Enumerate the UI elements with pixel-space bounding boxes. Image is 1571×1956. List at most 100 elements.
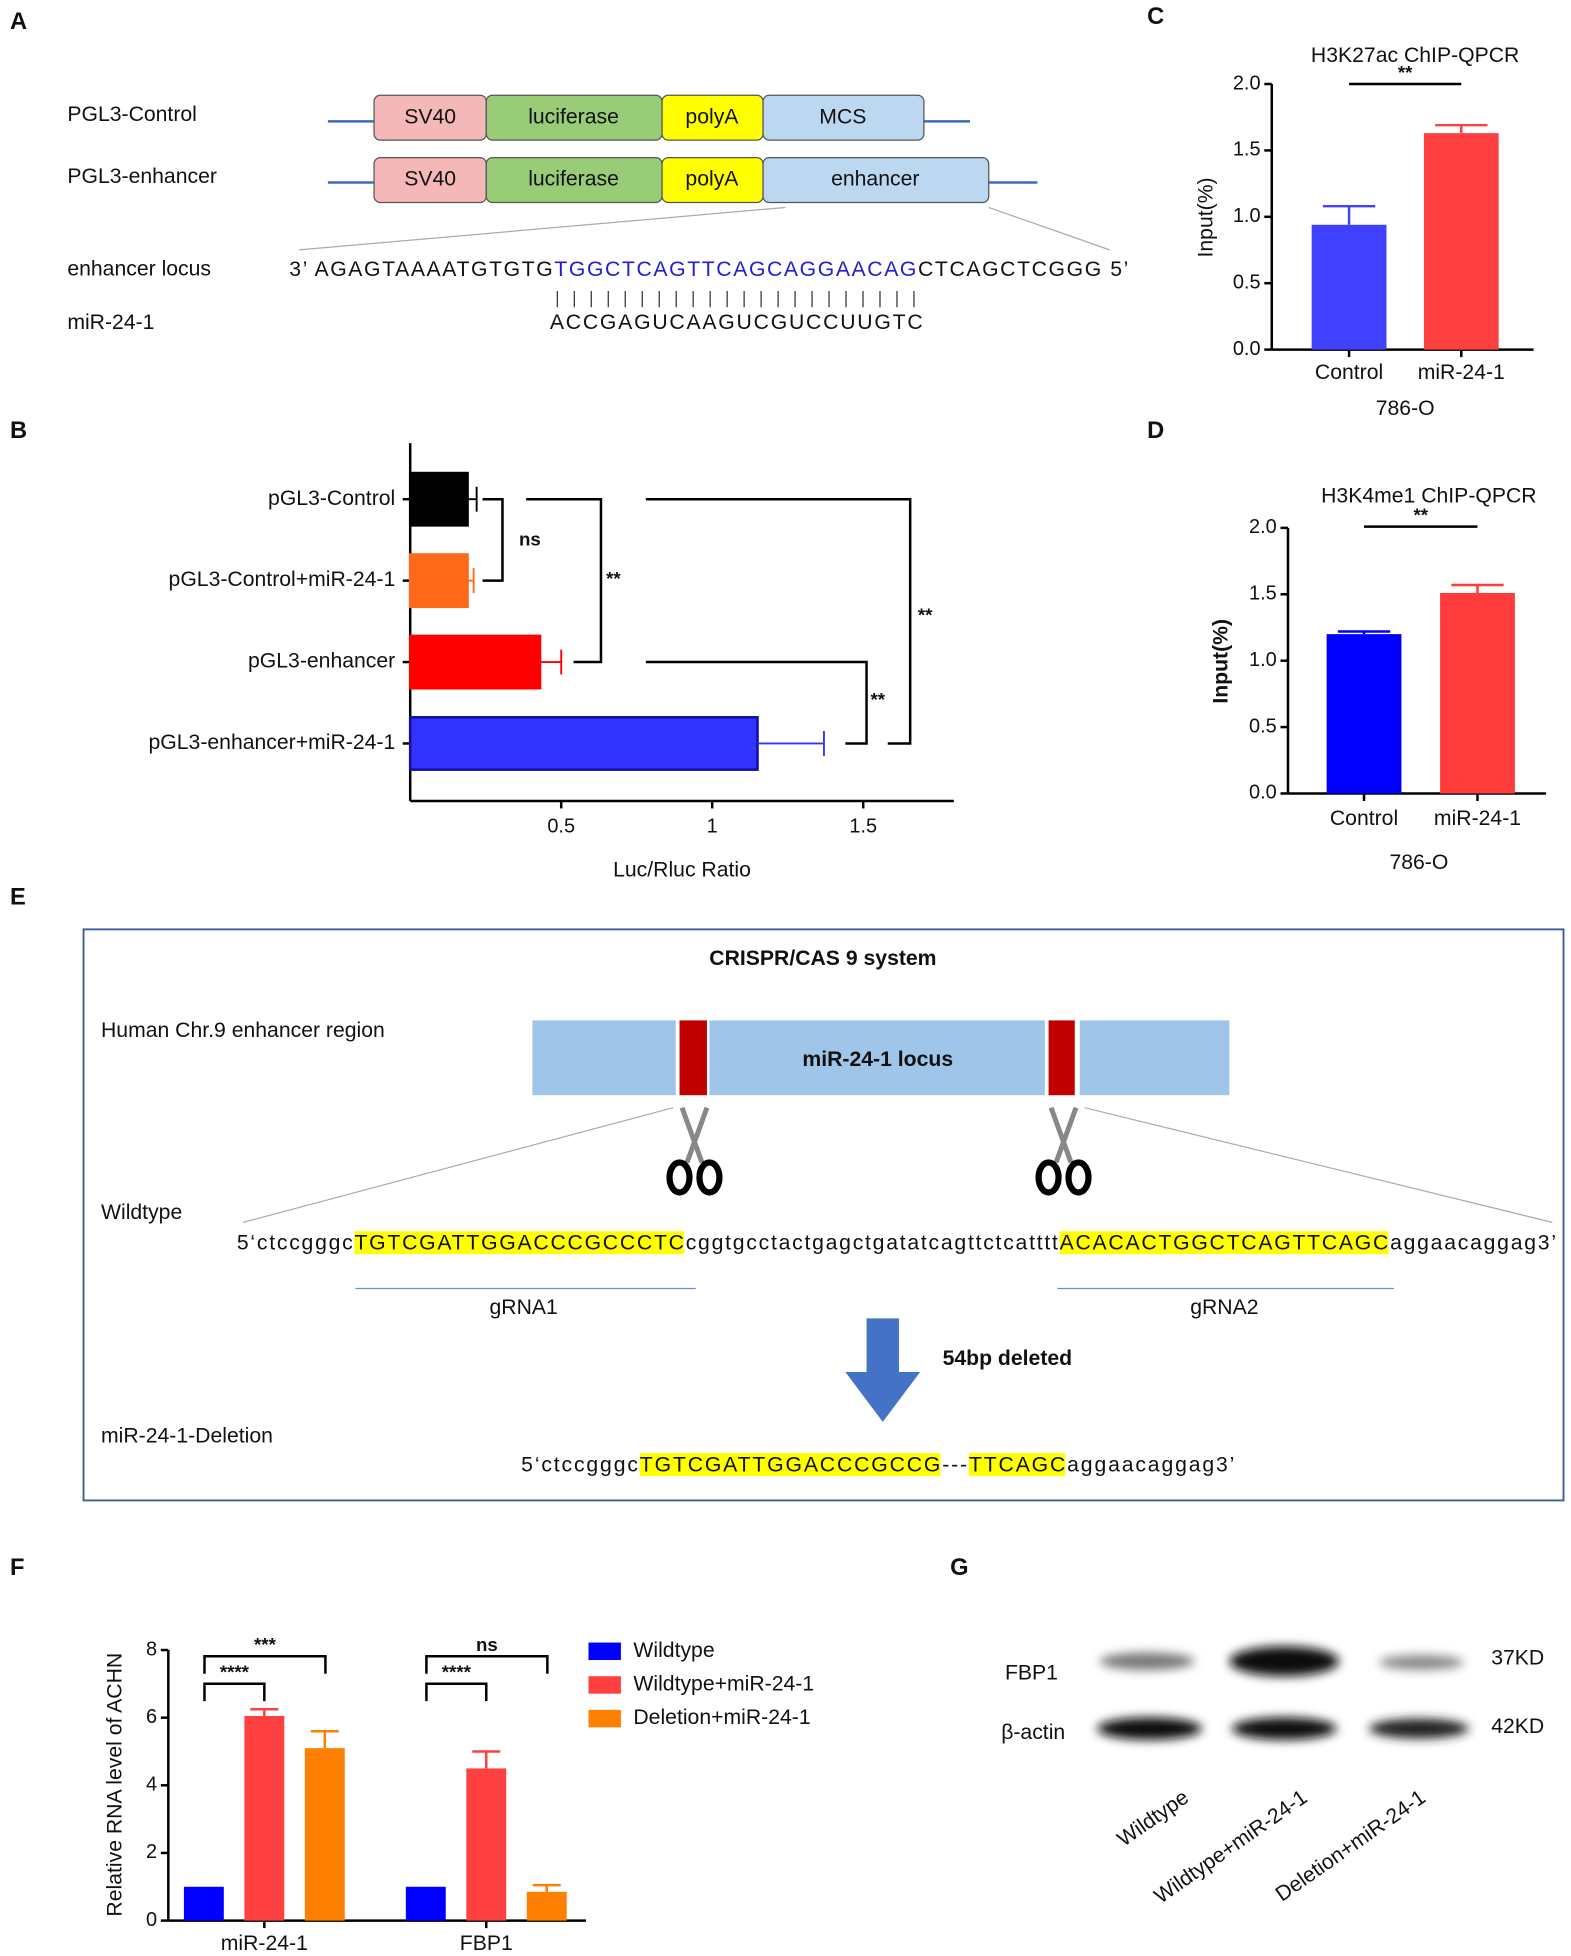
region-bar [1079, 1020, 1230, 1096]
y-axis-label: Relative RNA level of ACHN [104, 1653, 127, 1917]
x-axis-label: Luc/Rluc Ratio [613, 858, 751, 881]
x-tick-label: miR-24-1 [1418, 361, 1505, 384]
target-site [679, 1020, 707, 1096]
bar [183, 1886, 224, 1921]
y-tick-label: 0.5 [1249, 715, 1277, 737]
y-tick-label: 6 [146, 1706, 157, 1728]
x-tick-label: miR-24-1 [1434, 807, 1521, 830]
legend-swatch [588, 1676, 621, 1694]
y-tick-label: 2 [146, 1841, 157, 1863]
part-box [762, 94, 925, 141]
significance-label: ** [870, 689, 885, 710]
y-tick-label: 1.5 [1249, 583, 1277, 605]
bar [408, 471, 469, 527]
bar [408, 634, 542, 690]
y-tick-label: 1.0 [1249, 649, 1277, 671]
size-label: 37KD [1491, 1646, 1544, 1669]
y-tick-label: 0.5 [1233, 271, 1261, 293]
construct-diagram: PGL3-Control PGL3-enhancer SV40 lucifera… [67, 94, 1128, 334]
significance-label: ** [1413, 505, 1428, 526]
part-label: MCS [819, 105, 866, 128]
significance-label: ** [918, 604, 933, 625]
x-tick-label: miR-24-1 [221, 1932, 308, 1955]
panel-label: B [10, 418, 27, 444]
error-bar [250, 1707, 279, 1716]
bar [526, 1891, 567, 1921]
y-tick-label: 0.0 [1233, 338, 1261, 360]
part-label: polyA [685, 105, 739, 128]
mirna-label: miR-24-1 [67, 311, 154, 334]
panel-label: C [1147, 4, 1164, 30]
significance-label: ** [606, 568, 621, 589]
sequence-part: 5‘ctccgggc [237, 1231, 353, 1254]
significance-bracket [526, 497, 603, 664]
chart-title: H3K4me1 ChIP-QPCR [1321, 484, 1536, 507]
pairing-lines [556, 290, 915, 308]
legend-label: Wildtype+miR-24-1 [633, 1673, 814, 1696]
wildtype-label: Wildtype [101, 1201, 182, 1224]
error-bar [310, 1729, 339, 1749]
sequence-part: 3’ AGAGTAAAATGTGTG [289, 257, 552, 280]
western-blot: FBP1 β-actin 37KD 42KD Wildtype Wildtype… [1001, 1646, 1544, 1908]
sequence-part: TTCAGC [969, 1453, 1065, 1476]
y-tick-label: pGL3-Control+miR-24-1 [169, 568, 396, 591]
error-bar [540, 649, 563, 675]
error-bar [1451, 583, 1504, 593]
sequence-part: TGTCGATTGGACCCGCCG [640, 1453, 941, 1476]
locus-label: miR-24-1 locus [802, 1048, 953, 1071]
panel-label: F [10, 1555, 24, 1581]
y-tick-label: 1.5 [1233, 139, 1261, 161]
y-tick-label: pGL3-enhancer [248, 650, 395, 673]
sequence-part: cggtgcctactgagctgatatcagttctcatttt [686, 1231, 1058, 1254]
highlight [968, 1453, 1066, 1477]
row-label: PGL3-enhancer [67, 165, 217, 188]
row-label: PGL3-Control [67, 103, 197, 126]
target-site [1048, 1020, 1075, 1096]
bar [304, 1748, 345, 1921]
band [1229, 1646, 1340, 1677]
x-tick-label: Control [1315, 361, 1383, 384]
part-label: enhancer [831, 168, 919, 191]
x-tick-label: FBP1 [460, 1932, 513, 1955]
y-tick-label: 1.0 [1233, 205, 1261, 227]
chart-title: H3K27ac ChIP-QPCR [1311, 44, 1519, 67]
region-bar [709, 1020, 1045, 1096]
sequence-part: TGGCTCAGTTCAGCAGGAACAG [554, 257, 916, 280]
x-tick-label: 1.5 [849, 815, 877, 837]
error-bar [532, 1883, 561, 1892]
lane-label: Wildtype [1113, 1786, 1193, 1851]
y-axis-label: Input(%) [1195, 177, 1218, 257]
wildtype-sequence: 5‘ctccgggc TGTCGATTGGACCCGCCCTC cggtgcctac… [237, 1231, 1556, 1254]
panel-label: D [1147, 418, 1164, 444]
bar [408, 553, 469, 609]
scissors [666, 1106, 723, 1196]
protein-label: FBP1 [1005, 1661, 1058, 1684]
error-bar [1322, 204, 1376, 225]
diagram-title: CRISPR/CAS 9 system [709, 947, 936, 970]
part-label: SV40 [404, 105, 456, 128]
panel-label: A [10, 9, 27, 35]
legend-label: Deletion+miR-24-1 [633, 1706, 810, 1729]
sequence-part: CTCAGCTCGGG 5’ [918, 257, 1128, 280]
x-axis-label: 786-O [1389, 851, 1448, 874]
part-label: polyA [685, 168, 739, 191]
y-tick-label: 8 [146, 1638, 157, 1660]
region-label: Human Chr.9 enhancer region [101, 1019, 385, 1042]
highlight [1059, 1231, 1389, 1255]
band [1231, 1717, 1337, 1740]
bar [1326, 634, 1402, 794]
bar [1311, 224, 1387, 350]
significance-bracket [645, 497, 912, 745]
deletion-note: 54bp deleted [943, 1347, 1073, 1370]
significance-label: ** [1398, 62, 1413, 83]
significance-bracket [482, 497, 504, 582]
bar [1423, 133, 1499, 350]
mirna-sequence: ACCGAGUCAAGUCGUCCUUGTC [550, 311, 923, 334]
y-tick-label: 2.0 [1249, 516, 1277, 538]
band [1099, 1652, 1195, 1670]
significance-bracket [203, 1655, 327, 1674]
deletion-sequence: 5‘ctccgggc TGTCGATTGGACCCGCCG --- TTCAGC agg… [521, 1453, 1234, 1476]
region-bar [532, 1020, 676, 1096]
significance-bracket [203, 1682, 266, 1702]
